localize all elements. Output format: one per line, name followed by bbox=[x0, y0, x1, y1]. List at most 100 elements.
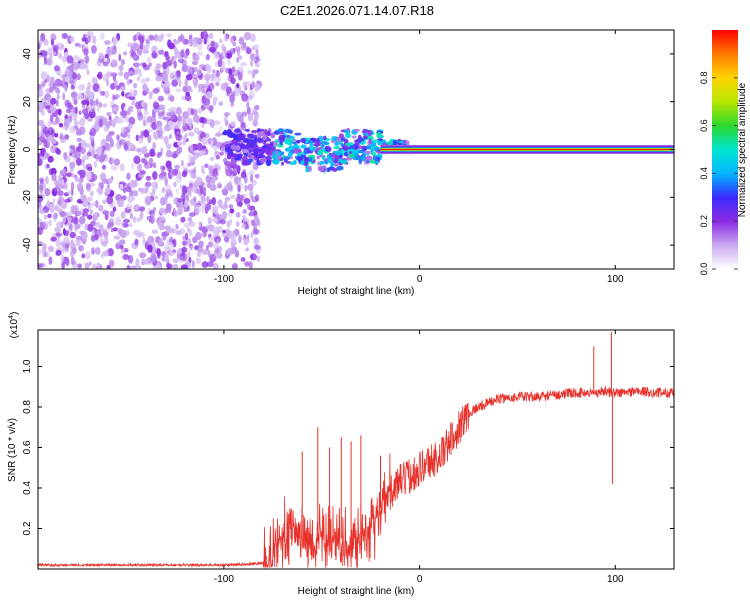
spectrogram-cell bbox=[77, 170, 84, 175]
spectrogram-cell bbox=[164, 124, 172, 132]
spectrogram-cell bbox=[76, 129, 83, 135]
spectrogram-cell bbox=[175, 230, 182, 236]
spectrogram-cell bbox=[162, 109, 165, 116]
spectrogram-cell bbox=[246, 233, 251, 239]
spectrogram-cell bbox=[91, 247, 95, 255]
spectrogram-cell bbox=[172, 258, 179, 264]
spectrogram-cell bbox=[254, 62, 260, 68]
spectrogram-cell bbox=[94, 247, 101, 255]
spectrogram-cell bbox=[208, 82, 215, 91]
spectrogram-cell bbox=[55, 232, 63, 237]
spectrogram-cell bbox=[260, 147, 265, 154]
colorbar-tick-label: 0.8 bbox=[699, 72, 709, 85]
snr-ytick-label: 0.4 bbox=[22, 481, 33, 495]
spectrogram-cell bbox=[160, 32, 165, 39]
spectrogram-cell bbox=[97, 87, 102, 93]
spectrogram-cell bbox=[233, 176, 240, 184]
spectrogram-cell bbox=[135, 205, 140, 210]
spectrogram-cell bbox=[144, 195, 152, 205]
spectrogram-cell bbox=[64, 198, 71, 203]
spectrogram-cell bbox=[253, 116, 258, 124]
spectrogram-cell bbox=[219, 125, 223, 132]
spectrogram-cell bbox=[230, 194, 236, 199]
spectrogram-cell bbox=[376, 131, 382, 138]
colorbar-tick-label: 0.2 bbox=[699, 215, 709, 228]
spectrogram-cell bbox=[313, 143, 321, 147]
spectrogram-cell bbox=[247, 112, 254, 122]
spectrogram-cell bbox=[243, 198, 251, 204]
spectrogram-cell bbox=[65, 109, 71, 114]
spectrogram-cell bbox=[218, 101, 224, 106]
spectrogram-cell bbox=[249, 173, 254, 183]
spectrogram-cell bbox=[216, 239, 220, 244]
spectrogram-cell bbox=[248, 133, 255, 139]
spectrogram-cell bbox=[248, 169, 255, 176]
spectrogram-cell bbox=[152, 131, 160, 140]
spectrogram-cell bbox=[209, 46, 216, 53]
spectrogram-cell bbox=[117, 198, 125, 208]
spectrogram-cell bbox=[190, 157, 195, 163]
spectrogram-cell bbox=[82, 212, 89, 217]
spectrogram-cell bbox=[187, 187, 192, 196]
spectrogram-cell bbox=[74, 150, 81, 159]
spectrogram-cell bbox=[203, 38, 207, 45]
spectrogram-cell bbox=[151, 181, 158, 189]
spectrogram-cell bbox=[61, 261, 65, 269]
spectrogram-cell bbox=[41, 82, 45, 87]
spectrogram-cell bbox=[186, 65, 193, 74]
spectrogram-cell bbox=[54, 226, 61, 234]
spectrogram-cell bbox=[208, 32, 214, 40]
spectrogram-cell bbox=[173, 60, 177, 69]
spectrogram-cell bbox=[167, 242, 175, 250]
spectrogram-cell bbox=[218, 200, 223, 209]
spectrogram-cell bbox=[104, 40, 111, 45]
spectrogram-cell bbox=[100, 90, 106, 96]
spectrogram-cell bbox=[151, 45, 158, 54]
spectrogram-cell bbox=[132, 62, 140, 68]
spectrogram-cell bbox=[123, 71, 130, 80]
snr-xtick-label: 0 bbox=[417, 574, 423, 585]
spectrogram-cell bbox=[192, 77, 199, 86]
spectrogram-cell bbox=[238, 85, 242, 94]
spectrogram-cell bbox=[166, 203, 172, 211]
spectrogram-cell bbox=[197, 83, 205, 89]
spectrogram-cell bbox=[132, 216, 137, 223]
spectrogram-cell bbox=[73, 223, 78, 232]
spectrogram-cell bbox=[59, 169, 64, 176]
spectrogram-cell bbox=[111, 49, 117, 54]
spectrogram-cell bbox=[99, 232, 103, 238]
spectrogram-cell bbox=[316, 155, 320, 160]
spectrogram-cell bbox=[96, 58, 103, 67]
spectrogram-cell bbox=[368, 138, 372, 145]
spectrogram-cell bbox=[212, 168, 218, 177]
spectrogram-cell bbox=[152, 50, 156, 59]
spectrogram-cell bbox=[128, 96, 136, 101]
spectrogram-cell bbox=[323, 135, 327, 141]
spectrogram-cell bbox=[69, 161, 76, 169]
spectrogram-cell bbox=[175, 48, 180, 58]
colorbar: 0.0 0.2 0.4 0.6 0.8 Normalized spectral ampl… bbox=[699, 30, 748, 275]
spectrogram-cell bbox=[109, 138, 114, 148]
spectrogram-cell bbox=[244, 129, 250, 132]
spectrogram-axes: -100 0 100 -40 -20 0 20 40 bbox=[22, 30, 674, 285]
spectrogram-ytick-label: 0 bbox=[22, 146, 33, 152]
spectrogram-cell bbox=[151, 122, 157, 131]
spectrogram-cell bbox=[91, 234, 95, 242]
spectrogram-cell bbox=[158, 238, 164, 247]
spectrogram-cell bbox=[364, 150, 372, 155]
spectrogram-cell bbox=[61, 178, 65, 186]
spectrogram-cell bbox=[253, 244, 261, 250]
spectrogram-cell bbox=[108, 259, 115, 268]
spectrogram-cell bbox=[351, 149, 359, 155]
spectrogram-cell bbox=[60, 254, 65, 263]
spectrogram-cell bbox=[361, 130, 368, 134]
spectrogram-cell bbox=[38, 194, 44, 203]
spectrogram-cell bbox=[254, 104, 260, 111]
spectrogram-cell bbox=[78, 177, 84, 183]
spectrogram-cell bbox=[110, 228, 114, 233]
spectrogram-cell bbox=[255, 49, 259, 55]
spectrogram-cell bbox=[57, 190, 64, 197]
spectrogram-cell bbox=[192, 114, 200, 123]
spectrogram-cell bbox=[72, 95, 77, 103]
spectrogram-cell bbox=[223, 117, 227, 123]
